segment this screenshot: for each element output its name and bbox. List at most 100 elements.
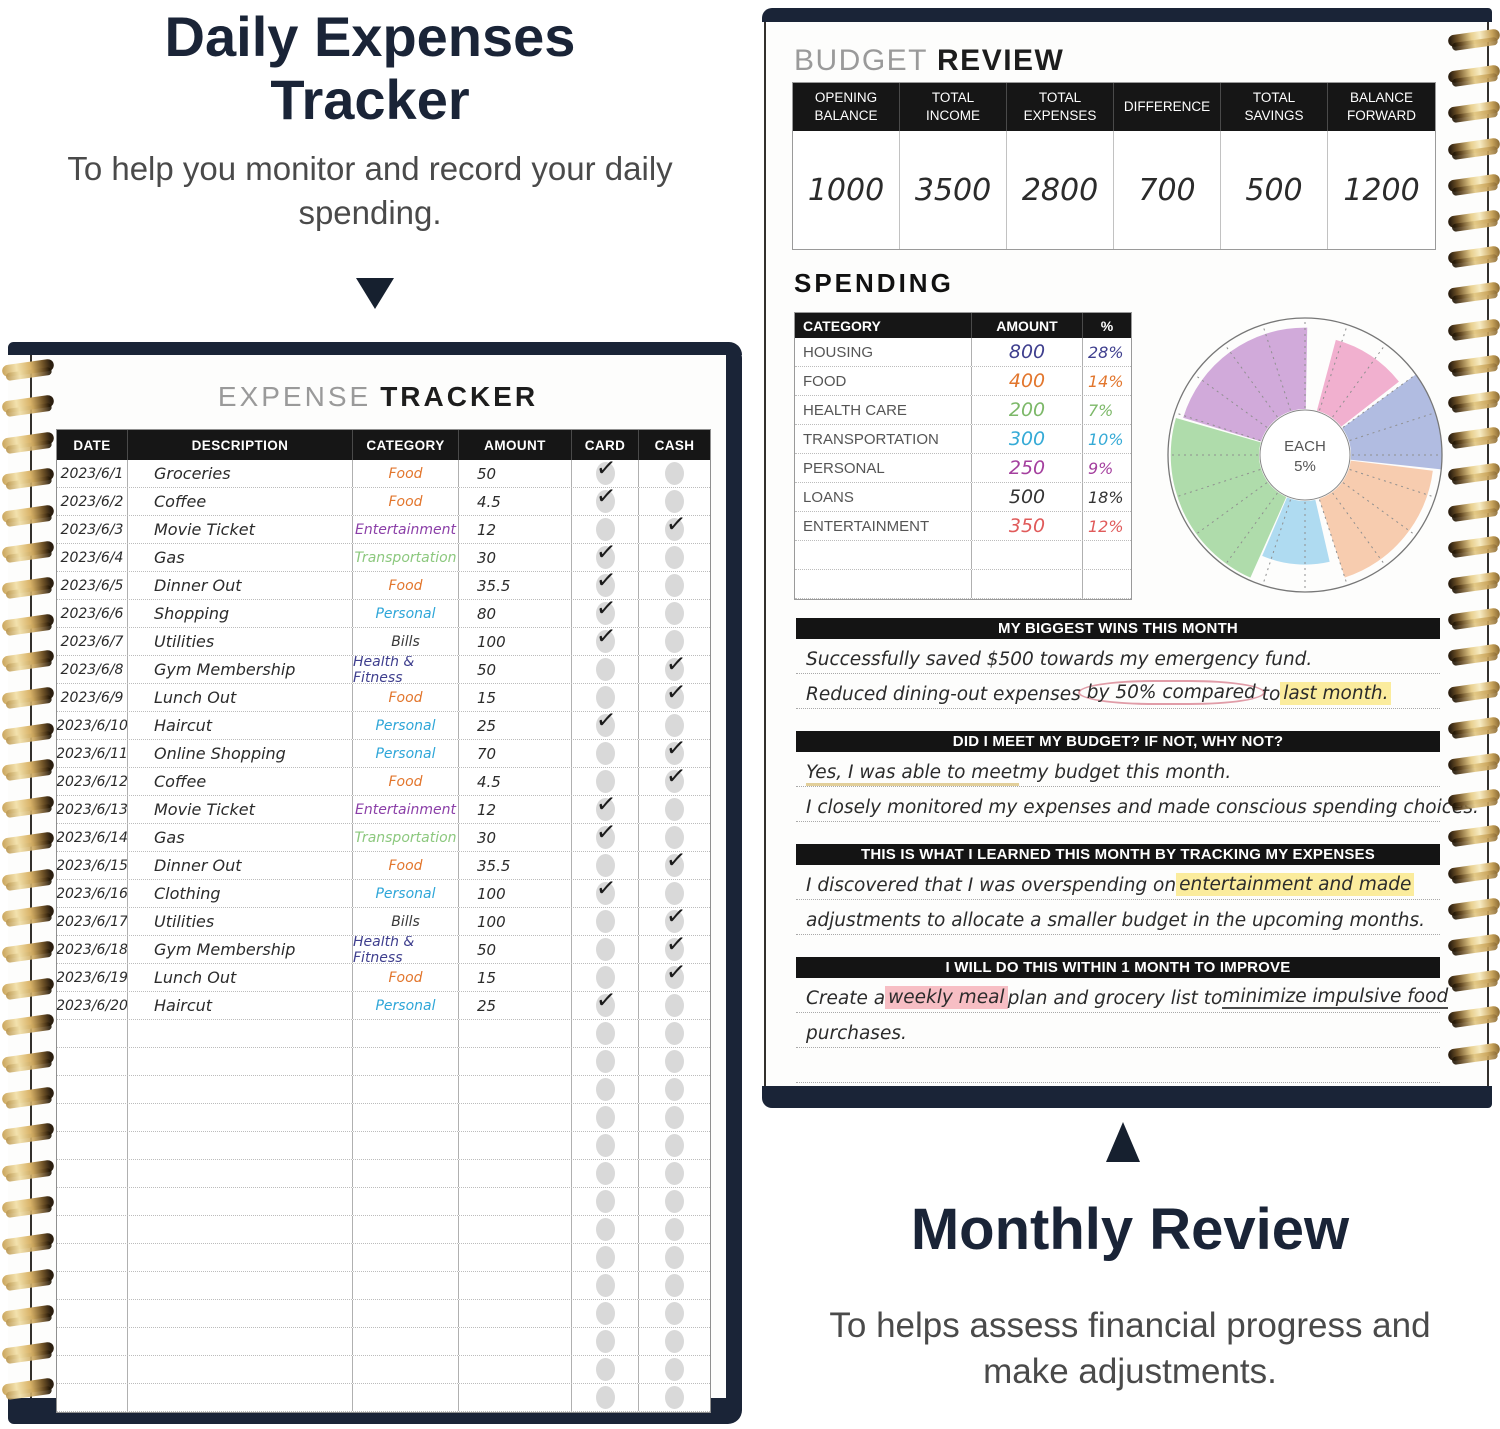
review-text-segment: last month. <box>1280 682 1392 705</box>
expense-row <box>57 1188 710 1216</box>
expense-category <box>353 1244 459 1271</box>
expense-category: Food <box>353 768 459 795</box>
checkmark-icon: ✓ <box>594 460 618 483</box>
check-circle <box>595 490 615 513</box>
check-circle <box>595 686 615 709</box>
column-header: CATEGORY <box>353 430 459 460</box>
expense-amount: 100 <box>459 628 572 655</box>
spending-amount: 300 <box>972 425 1083 453</box>
check-circle <box>595 1358 615 1381</box>
expense-row <box>57 1356 710 1384</box>
spending-row: HOUSING 800 28% <box>795 338 1131 367</box>
expense-date: 2023/6/16 <box>57 880 128 907</box>
spending-amount <box>972 570 1083 598</box>
expense-row <box>57 1244 710 1272</box>
expense-cash-cell <box>639 880 710 907</box>
expense-card-cell <box>572 1356 639 1383</box>
spending-amount: 250 <box>972 454 1083 482</box>
expense-cash-cell <box>639 1020 710 1047</box>
expense-row <box>57 1300 710 1328</box>
review-section-header: THIS IS WHAT I LEARNED THIS MONTH BY TRA… <box>796 844 1440 865</box>
expense-amount <box>459 1300 572 1327</box>
notebook-cover-edge <box>8 342 742 355</box>
expense-card-cell <box>572 768 639 795</box>
expense-tracker-heading: EXPENSE TRACKER <box>30 381 726 413</box>
expense-date <box>57 1328 128 1355</box>
expense-table-header: DATE DESCRIPTION CATEGORY AMOUNT CARD CASH <box>57 430 710 460</box>
spending-row: HEALTH CARE 200 7% <box>795 396 1131 425</box>
expense-row: 2023/6/17 Utilities Bills 100 ✓ <box>57 908 710 936</box>
expense-card-cell: ✓ <box>572 488 639 515</box>
section-gap <box>796 709 1440 731</box>
review-text-segment: by 50% compared <box>1077 680 1265 705</box>
expense-description: Dinner Out <box>128 572 353 599</box>
review-text-segment: Successfully saved $500 towards my emerg… <box>806 649 1313 670</box>
expense-category <box>353 1356 459 1383</box>
expense-amount <box>459 1160 572 1187</box>
check-circle <box>595 1022 615 1045</box>
expense-tracker-notebook: EXPENSE TRACKER DATE DESCRIPTION CATEGORY AM… <box>1 342 742 1424</box>
check-circle <box>595 1274 615 1297</box>
expense-card-cell <box>572 1384 639 1411</box>
expense-category <box>353 1048 459 1075</box>
review-section-header: DID I MEET MY BUDGET? IF NOT, WHY NOT? <box>796 731 1440 752</box>
check-circle <box>665 742 684 765</box>
check-circle <box>665 714 684 737</box>
check-circle <box>595 798 615 821</box>
expense-row <box>57 1048 710 1076</box>
budget-table-values: 1000 3500 2800 700 500 1200 <box>793 131 1435 249</box>
checkmark-icon: ✓ <box>664 656 688 679</box>
expense-description: Utilities <box>128 628 353 655</box>
column-header: OPENING BALANCE <box>793 83 900 131</box>
monthly-review-notebook: BUDGET REVIEW OPENING BALANCE TOTAL INCOME… <box>762 8 1500 1108</box>
monthly-review-page: BUDGET REVIEW OPENING BALANCE TOTAL INCOME… <box>764 22 1489 1086</box>
check-circle <box>665 1162 684 1185</box>
expense-category: Food <box>353 684 459 711</box>
expense-date <box>57 1020 128 1047</box>
expense-tracker-page: EXPENSE TRACKER DATE DESCRIPTION CATEGORY AM… <box>8 355 726 1413</box>
column-header: DATE <box>57 430 128 460</box>
spending-percent: 10% <box>1088 429 1124 449</box>
spending-category: LOANS <box>795 483 972 511</box>
checkmark-icon: ✓ <box>664 768 688 791</box>
checkmark-icon: ✓ <box>664 684 688 707</box>
expense-card-cell: ✓ <box>572 712 639 739</box>
expense-date <box>57 1244 128 1271</box>
expense-amount <box>459 1356 572 1383</box>
check-circle <box>665 1358 684 1381</box>
expense-row: 2023/6/16 Clothing Personal 100 ✓ <box>57 880 710 908</box>
expense-description: Coffee <box>128 488 353 515</box>
column-header: TOTAL SAVINGS <box>1221 83 1328 131</box>
expense-date: 2023/6/6 <box>57 600 128 627</box>
expense-card-cell <box>572 908 639 935</box>
spending-amount <box>972 541 1083 569</box>
expense-cash-cell <box>639 1048 710 1075</box>
section-gap <box>796 822 1440 844</box>
expense-row <box>57 1020 710 1048</box>
checkmark-icon: ✓ <box>594 824 618 847</box>
expense-cash-cell <box>639 628 710 655</box>
expense-amount: 15 <box>459 964 572 991</box>
checkmark-icon: ✓ <box>594 544 618 567</box>
expense-date: 2023/6/18 <box>57 936 128 963</box>
column-header: CASH <box>654 437 695 453</box>
spending-amount: 200 <box>972 396 1083 424</box>
expense-description <box>128 1356 353 1383</box>
expense-cash-cell: ✓ <box>639 908 710 935</box>
arrow-down-icon <box>356 278 394 309</box>
expense-cash-cell <box>639 544 710 571</box>
expense-card-cell: ✓ <box>572 544 639 571</box>
expense-cash-cell <box>639 1104 710 1131</box>
expense-row: 2023/6/19 Lunch Out Food 15 ✓ <box>57 964 710 992</box>
expense-card-cell: ✓ <box>572 880 639 907</box>
expense-description: Gas <box>128 824 353 851</box>
spending-percent: 9% <box>1088 458 1114 478</box>
expense-amount: 50 <box>459 936 572 963</box>
expense-amount: 80 <box>459 600 572 627</box>
check-circle <box>665 630 684 653</box>
notebook-cover-edge <box>762 1086 1492 1108</box>
expense-date <box>57 1300 128 1327</box>
expense-card-cell <box>572 656 639 683</box>
check-circle <box>665 1274 684 1297</box>
expense-category: Transportation <box>353 824 459 851</box>
